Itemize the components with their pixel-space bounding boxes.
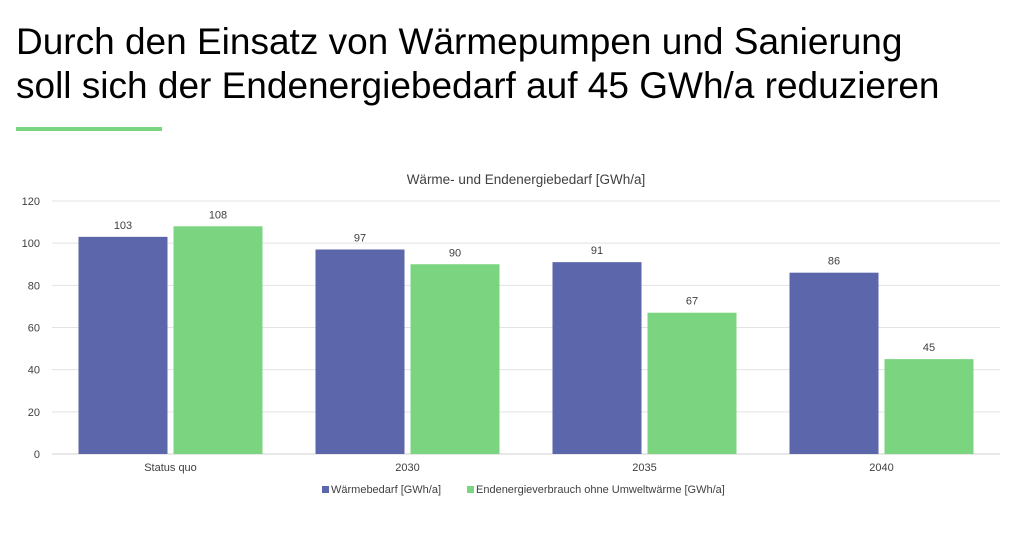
bar xyxy=(789,272,879,454)
y-tick-label: 100 xyxy=(22,238,40,250)
data-label: 97 xyxy=(354,232,366,244)
slide-title-line-1: Durch den Einsatz von Wärmepumpen und Sa… xyxy=(16,21,903,62)
y-tick-label: 80 xyxy=(28,280,40,292)
y-tick-label: 60 xyxy=(28,323,40,335)
data-label: 91 xyxy=(591,245,603,257)
legend-label: Wärmebedarf [GWh/a] xyxy=(331,484,441,496)
slide-title-line-2: soll sich der Endenergiebedarf auf 45 GW… xyxy=(16,65,940,106)
bar xyxy=(410,264,500,454)
bar xyxy=(552,262,642,454)
data-label: 103 xyxy=(114,220,132,232)
y-tick-label: 40 xyxy=(28,365,40,377)
slide-title: Durch den Einsatz von Wärmepumpen und Sa… xyxy=(16,20,939,108)
title-accent-bar xyxy=(16,127,162,131)
bar xyxy=(78,236,168,454)
x-tick-label: 2030 xyxy=(395,462,419,474)
bar xyxy=(315,249,405,454)
y-tick-label: 120 xyxy=(22,196,40,208)
bar xyxy=(884,359,974,454)
data-label: 86 xyxy=(828,256,840,268)
chart-title: Wärme- und Endenergiebedarf [GWh/a] xyxy=(407,172,646,187)
y-tick-label: 0 xyxy=(34,449,40,461)
x-tick-label: 2040 xyxy=(869,462,893,474)
data-label: 45 xyxy=(923,342,935,354)
x-tick-label: Status quo xyxy=(144,462,197,474)
data-label: 90 xyxy=(449,247,461,259)
x-tick-label: 2035 xyxy=(632,462,656,474)
bar xyxy=(173,226,263,454)
legend-swatch xyxy=(322,486,329,493)
legend-label: Endenergieverbrauch ohne Umweltwärme [GW… xyxy=(476,484,725,496)
bar xyxy=(647,312,737,454)
data-label: 67 xyxy=(686,296,698,308)
legend-swatch xyxy=(467,486,474,493)
y-tick-label: 20 xyxy=(28,407,40,419)
data-label: 108 xyxy=(209,209,227,221)
